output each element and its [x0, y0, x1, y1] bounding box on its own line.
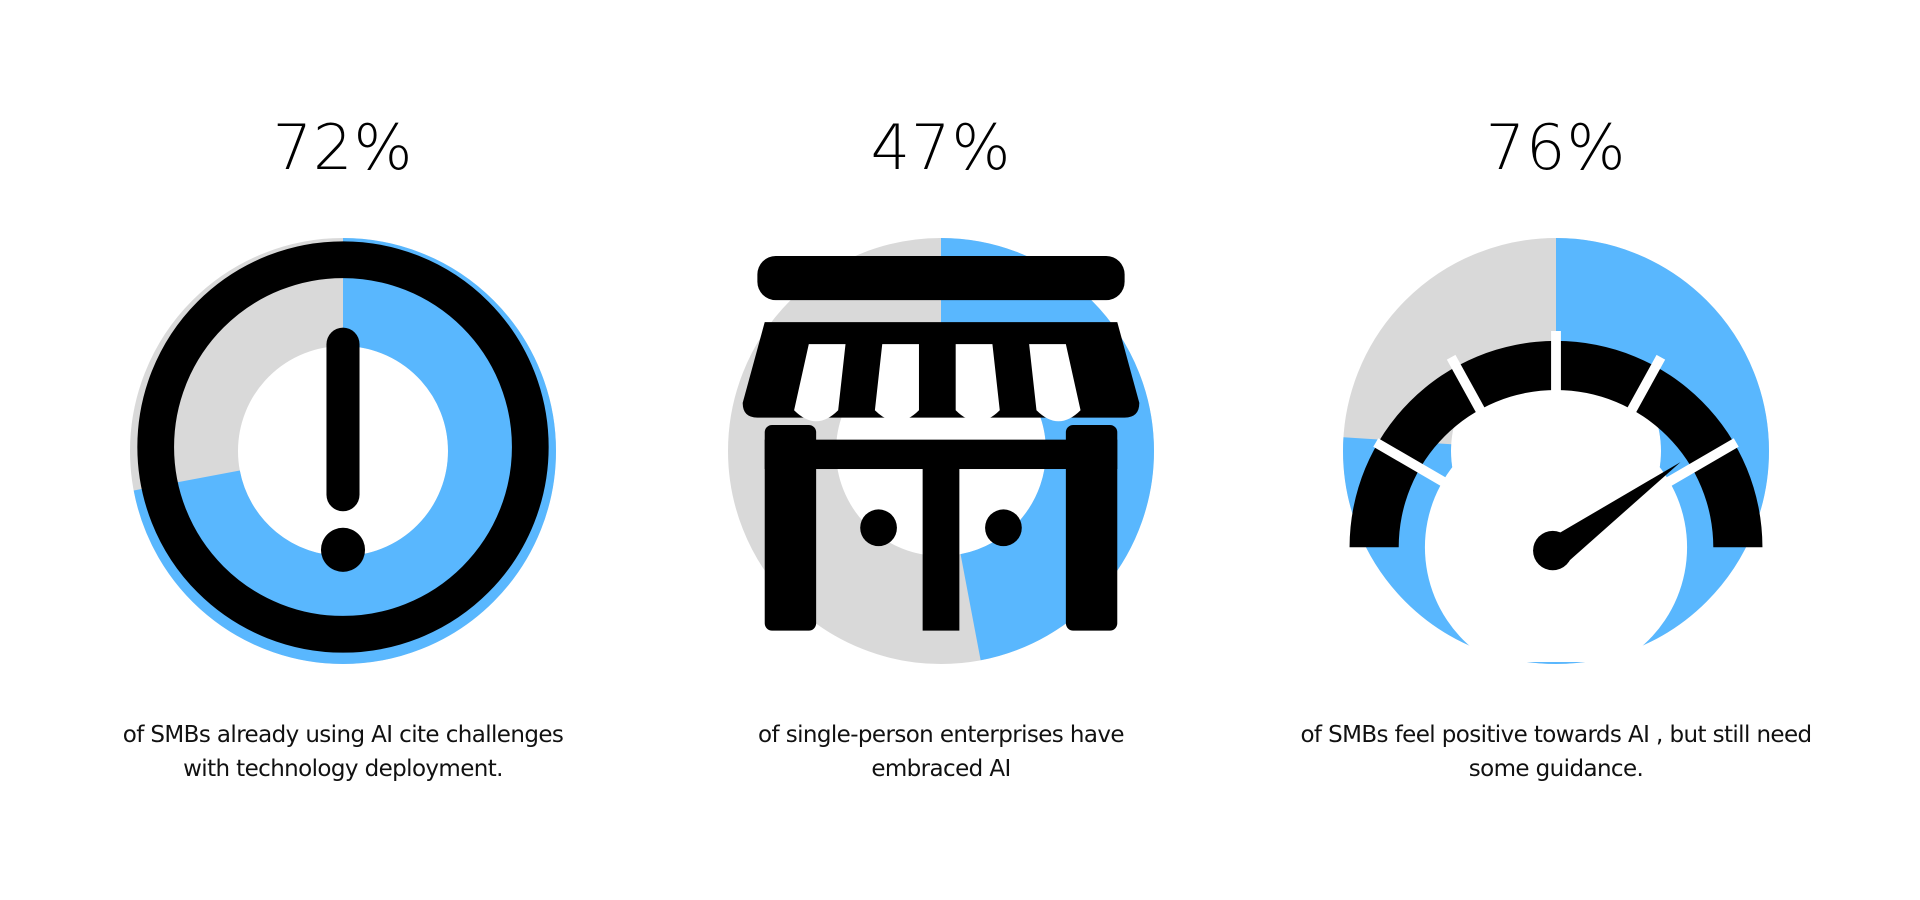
- stat-caption: of SMBs already using AI cite challenges…: [43, 718, 643, 786]
- exclamation-circle-icon: [130, 234, 556, 660]
- stat-percent: 76%: [1485, 111, 1627, 184]
- stat-percent: 72%: [272, 111, 414, 184]
- caption-line: embraced AI: [871, 756, 1011, 782]
- caption-line: of SMBs already using AI cite challenges: [122, 722, 564, 748]
- stat-card-1: 72% of SMBs already using AI cite challe…: [43, 0, 643, 900]
- stat-caption: of SMBs feel positive towards AI , but s…: [1256, 718, 1856, 786]
- donut-chart: [130, 238, 556, 664]
- caption-line: some guidance.: [1468, 756, 1644, 782]
- donut-chart: [1343, 238, 1769, 664]
- caption-line: of single-person enterprises have: [758, 722, 1124, 748]
- stat-card-2: 47% of single-person enterprises have em…: [641, 0, 1241, 900]
- speedometer-icon: [1343, 236, 1769, 662]
- stat-caption: of single-person enterprises have embrac…: [641, 718, 1241, 786]
- caption-line: with technology deployment.: [183, 756, 503, 782]
- stat-percent: 47%: [870, 111, 1012, 184]
- stat-card-3: 76% of SMBs feel positive towa: [1256, 0, 1856, 900]
- caption-line: of SMBs feel positive towards AI , but s…: [1300, 722, 1812, 748]
- donut-chart: [728, 238, 1154, 664]
- donut-svg: [130, 238, 556, 664]
- storefront-icon: [728, 234, 1154, 660]
